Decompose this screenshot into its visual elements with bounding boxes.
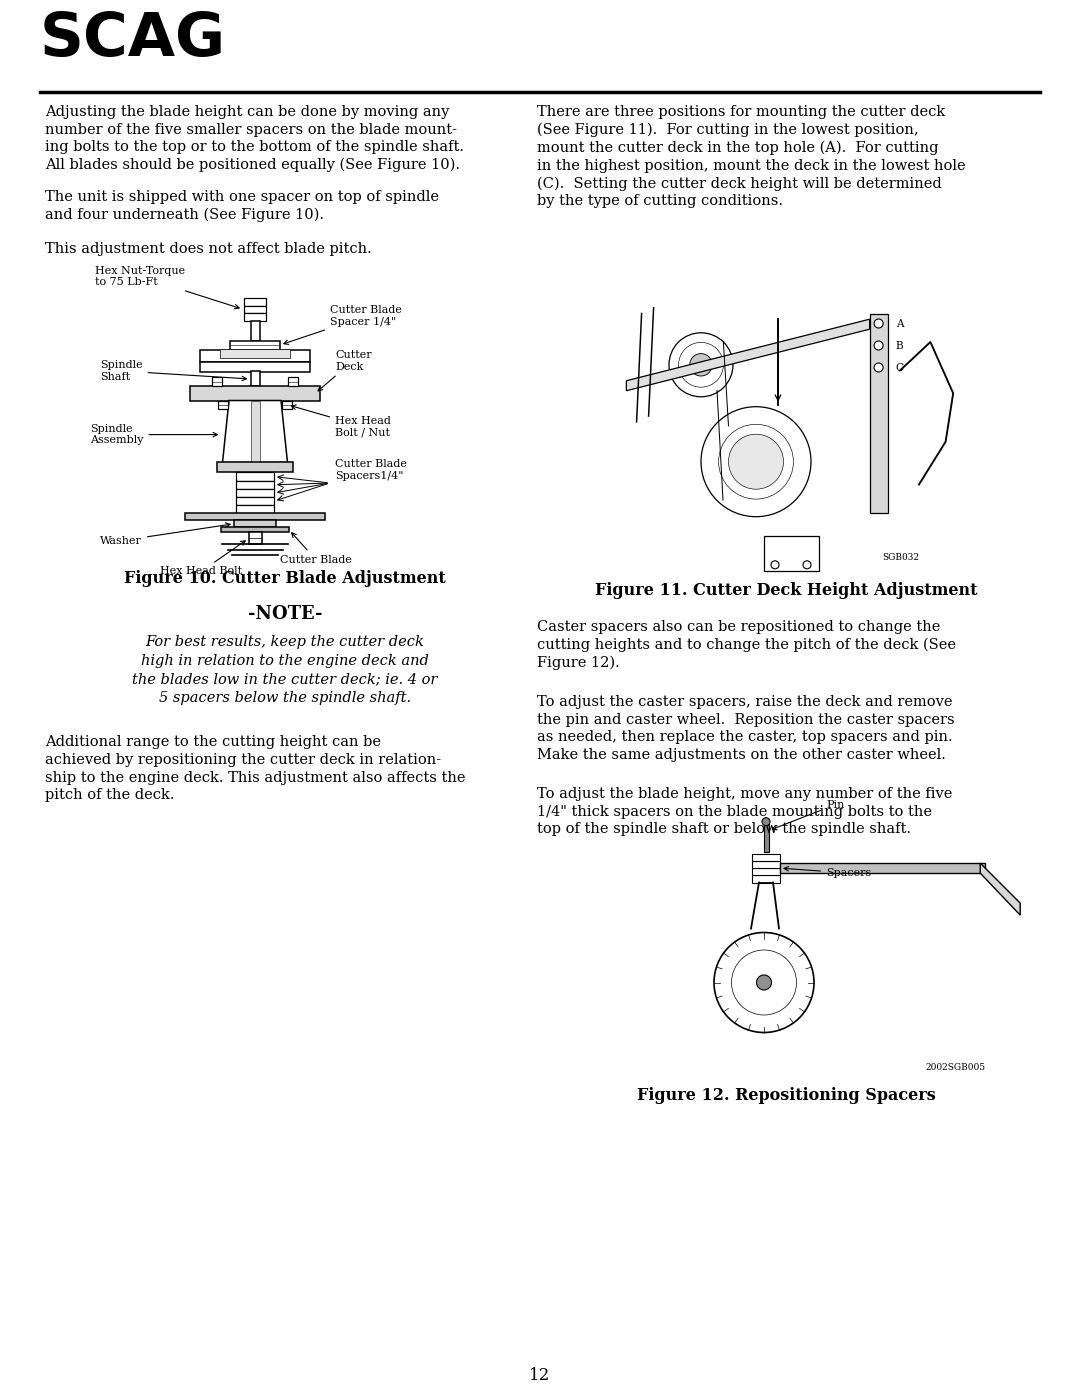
Bar: [237, 489, 274, 497]
Text: B: B: [895, 341, 903, 351]
Bar: [752, 876, 780, 883]
Text: Cutter
Deck: Cutter Deck: [318, 349, 372, 391]
Bar: [190, 387, 320, 401]
Text: Hex Head Bolt: Hex Head Bolt: [160, 541, 245, 577]
Bar: [237, 481, 274, 489]
Circle shape: [714, 933, 814, 1032]
Circle shape: [874, 341, 883, 351]
Bar: [230, 341, 280, 349]
Circle shape: [690, 353, 712, 376]
Text: A: A: [895, 319, 903, 328]
Text: Spindle
Assembly: Spindle Assembly: [90, 423, 217, 446]
Bar: [237, 506, 274, 514]
Circle shape: [729, 434, 783, 489]
Text: 12: 12: [529, 1366, 551, 1383]
Text: Cutter Blade
Spacers1/4": Cutter Blade Spacers1/4": [335, 460, 407, 481]
Bar: [288, 377, 298, 387]
Bar: [185, 514, 325, 521]
Bar: [218, 401, 228, 409]
Circle shape: [874, 363, 883, 372]
Polygon shape: [222, 401, 287, 462]
Text: Pin: Pin: [772, 799, 845, 830]
Bar: [221, 527, 289, 532]
Bar: [869, 313, 888, 513]
Bar: [237, 472, 274, 481]
Text: This adjustment does not affect blade pitch.: This adjustment does not affect blade pi…: [45, 242, 372, 256]
Bar: [251, 320, 259, 341]
Text: Adjusting the blade height can be done by moving any
number of the five smaller : Adjusting the blade height can be done b…: [45, 105, 464, 172]
Text: C: C: [895, 362, 904, 373]
Circle shape: [701, 407, 811, 517]
Polygon shape: [626, 319, 869, 391]
Polygon shape: [981, 863, 1021, 915]
Text: Figure 11. Cutter Deck Height Adjustment: Figure 11. Cutter Deck Height Adjustment: [595, 583, 977, 599]
Bar: [244, 298, 266, 306]
Text: To adjust the blade height, move any number of the five
1/4" thick spacers on th: To adjust the blade height, move any num…: [537, 787, 953, 835]
Text: Spacers: Spacers: [784, 866, 872, 879]
Text: Washer: Washer: [100, 522, 230, 546]
Bar: [237, 497, 274, 506]
Bar: [217, 462, 293, 472]
Bar: [780, 863, 985, 873]
Circle shape: [740, 446, 772, 478]
Text: Hex Nut-Torque
to 75 Lb-Ft: Hex Nut-Torque to 75 Lb-Ft: [95, 265, 239, 309]
Text: Figure 10. Cutter Blade Adjustment: Figure 10. Cutter Blade Adjustment: [124, 570, 446, 588]
Text: Caster spacers also can be repositioned to change the
cutting heights and to cha: Caster spacers also can be repositioned …: [537, 620, 956, 671]
Bar: [764, 821, 769, 852]
Circle shape: [804, 560, 811, 569]
Circle shape: [756, 975, 771, 990]
Text: There are three positions for mounting the cutter deck
(See Figure 11).  For cut: There are three positions for mounting t…: [537, 105, 966, 208]
Text: Additional range to the cutting height can be
achieved by repositioning the cutt: Additional range to the cutting height c…: [45, 735, 465, 802]
Circle shape: [669, 332, 733, 397]
Text: Figure 12. Repositioning Spacers: Figure 12. Repositioning Spacers: [636, 1087, 935, 1104]
Bar: [213, 377, 221, 387]
Bar: [282, 401, 292, 409]
Bar: [752, 854, 780, 861]
Text: Cutter Blade
Spacer 1/4": Cutter Blade Spacer 1/4": [284, 306, 402, 345]
Bar: [234, 521, 276, 527]
Bar: [200, 362, 310, 372]
Text: SCAG: SCAG: [40, 10, 226, 68]
Text: 2002SGB005: 2002SGB005: [926, 1063, 985, 1071]
Bar: [752, 861, 780, 868]
Text: Spindle
Shaft: Spindle Shaft: [100, 360, 246, 381]
Bar: [248, 532, 261, 545]
Bar: [752, 868, 780, 876]
Text: To adjust the caster spacers, raise the deck and remove
the pin and caster wheel: To adjust the caster spacers, raise the …: [537, 694, 955, 761]
Text: For best results, keep the cutter deck
high in relation to the engine deck and
t: For best results, keep the cutter deck h…: [133, 636, 437, 704]
Bar: [200, 349, 310, 362]
Bar: [764, 536, 819, 571]
Text: SGB032: SGB032: [882, 553, 919, 562]
Bar: [244, 313, 266, 320]
Circle shape: [874, 319, 883, 328]
Bar: [251, 401, 259, 462]
Text: The unit is shipped with one spacer on top of spindle
and four underneath (See F: The unit is shipped with one spacer on t…: [45, 190, 438, 222]
Circle shape: [762, 817, 770, 826]
Circle shape: [771, 560, 779, 569]
Text: Hex Head
Bolt / Nut: Hex Head Bolt / Nut: [292, 405, 391, 437]
Bar: [220, 349, 291, 358]
Bar: [251, 372, 259, 387]
Text: -NOTE-: -NOTE-: [247, 605, 322, 623]
Text: Cutter Blade: Cutter Blade: [280, 532, 352, 564]
Bar: [244, 306, 266, 313]
